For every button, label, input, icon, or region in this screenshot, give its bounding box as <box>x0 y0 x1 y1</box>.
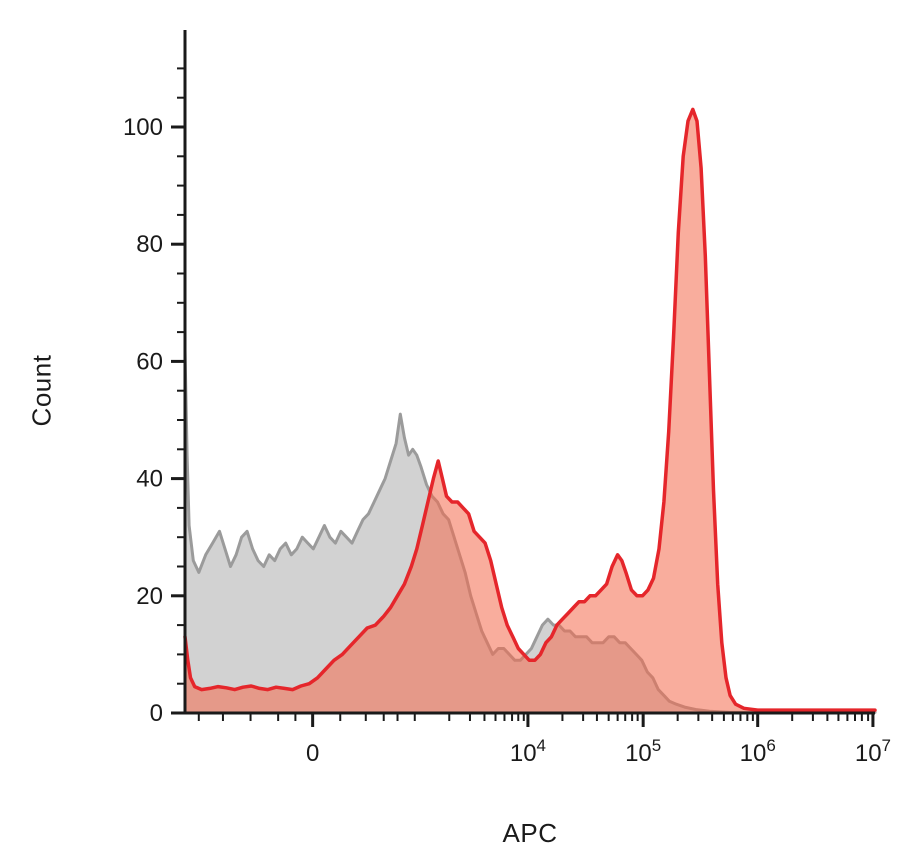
series-fill-unstained-control <box>185 349 875 713</box>
x-axis-title: APC <box>502 818 558 848</box>
x-tick-label: 107 <box>855 736 891 767</box>
series-fill-APC-stained-sample <box>185 109 875 713</box>
y-tick-label: 80 <box>136 231 163 258</box>
y-tick-label: 20 <box>136 583 163 610</box>
x-tick-label: 104 <box>510 736 546 767</box>
series-outline-APC-stained-sample <box>183 107 877 712</box>
y-tick-label: 40 <box>136 466 163 493</box>
x-tick-label: 105 <box>625 736 661 767</box>
y-tick-label: 60 <box>136 348 163 375</box>
x-tick-label: 106 <box>740 736 776 767</box>
y-tick-label: 0 <box>150 700 163 727</box>
x-tick-label: 0 <box>306 740 319 767</box>
y-axis-title: Count <box>26 354 57 427</box>
y-tick-label: 100 <box>123 114 163 141</box>
